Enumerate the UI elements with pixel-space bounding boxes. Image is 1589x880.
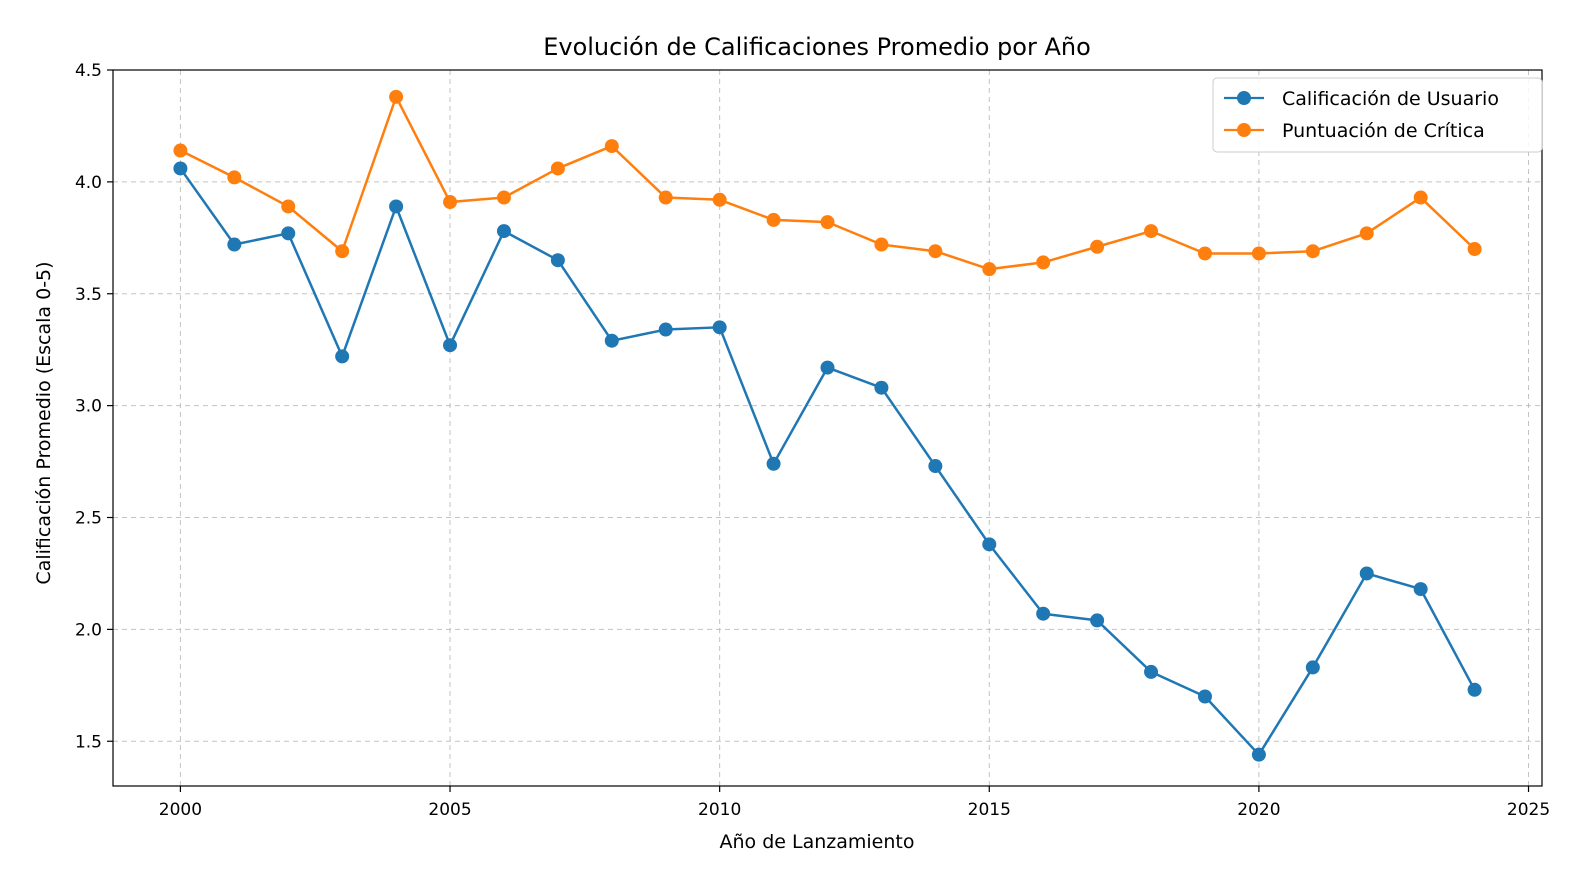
- data-point: [1090, 239, 1105, 254]
- data-point: [281, 199, 296, 214]
- data-point: [1090, 613, 1105, 628]
- data-point: [874, 237, 889, 252]
- data-point: [820, 360, 835, 375]
- data-point: [982, 537, 997, 552]
- legend-label-user: Calificación de Usuario: [1282, 88, 1499, 110]
- data-point: [443, 195, 458, 210]
- data-point: [766, 212, 781, 227]
- y-tick-label: 3.0: [75, 397, 102, 417]
- x-axis-label: Año de Lanzamiento: [720, 831, 915, 853]
- data-point: [173, 143, 188, 158]
- data-point: [1144, 664, 1159, 679]
- y-tick-label: 4.5: [75, 61, 102, 81]
- data-point: [604, 139, 619, 154]
- data-point: [712, 192, 727, 207]
- y-tick-label: 1.5: [75, 732, 102, 752]
- data-point: [496, 224, 511, 239]
- data-point: [1359, 566, 1374, 581]
- data-point: [389, 89, 404, 104]
- data-point: [874, 380, 889, 395]
- data-point: [1197, 689, 1212, 704]
- data-point: [1467, 242, 1482, 256]
- legend-label-critic: Puntuación de Crítica: [1282, 120, 1485, 142]
- legend-marker-critic: [1237, 123, 1251, 137]
- data-point: [389, 199, 404, 214]
- data-point: [227, 237, 242, 252]
- x-tick-label: 2010: [698, 800, 741, 820]
- data-point: [1305, 244, 1320, 259]
- data-point: [1144, 224, 1159, 239]
- series-0: [173, 161, 1482, 762]
- data-point: [928, 459, 943, 474]
- data-point: [1036, 606, 1051, 621]
- x-tick-label: 2025: [1507, 800, 1550, 820]
- data-point: [982, 262, 997, 277]
- x-tick-label: 2000: [159, 800, 202, 820]
- data-point: [1036, 255, 1051, 270]
- plot-frame: [112, 69, 1543, 787]
- data-point: [550, 161, 565, 176]
- series-layer: [173, 89, 1482, 762]
- data-point: [766, 456, 781, 471]
- series-1: [173, 89, 1482, 277]
- y-tick-label: 2.0: [75, 620, 102, 640]
- data-point: [1467, 682, 1482, 697]
- x-axis: 2000 2005 2010 2015 2020 2025: [159, 786, 1550, 820]
- x-tick-label: 2015: [968, 800, 1011, 820]
- legend: Calificación de Usuario Puntuación de Cr…: [1212, 77, 1543, 153]
- data-point: [281, 226, 296, 241]
- data-point: [1413, 190, 1428, 205]
- data-point: [335, 244, 350, 259]
- data-point: [335, 349, 350, 364]
- data-point: [1251, 747, 1266, 762]
- data-point: [1359, 226, 1374, 241]
- data-point: [496, 190, 511, 205]
- data-point: [928, 244, 943, 259]
- data-point: [550, 253, 565, 268]
- data-point: [227, 170, 242, 185]
- data-point: [712, 320, 727, 335]
- data-point: [173, 161, 188, 176]
- data-point: [1413, 582, 1428, 597]
- chart-title: Evolución de Calificaciones Promedio por…: [543, 33, 1091, 61]
- y-tick-label: 3.5: [75, 285, 102, 305]
- legend-box: [1212, 77, 1543, 153]
- data-point: [1197, 246, 1212, 261]
- data-point: [1251, 246, 1266, 261]
- data-point: [604, 333, 619, 348]
- x-tick-label: 2020: [1237, 800, 1280, 820]
- data-point: [658, 322, 673, 337]
- x-tick-label: 2005: [428, 800, 471, 820]
- y-tick-label: 4.0: [75, 173, 102, 193]
- y-tick-label: 2.5: [75, 509, 102, 529]
- y-axis-label: Calificación Promedio (Escala 0-5): [33, 261, 55, 584]
- data-point: [658, 190, 673, 205]
- legend-marker-user: [1237, 91, 1251, 105]
- data-point: [820, 215, 835, 230]
- data-point: [1305, 660, 1320, 675]
- data-point: [443, 338, 458, 353]
- y-axis: 1.5 2.0 2.5 3.0 3.5 4.0 4.5: [75, 61, 113, 752]
